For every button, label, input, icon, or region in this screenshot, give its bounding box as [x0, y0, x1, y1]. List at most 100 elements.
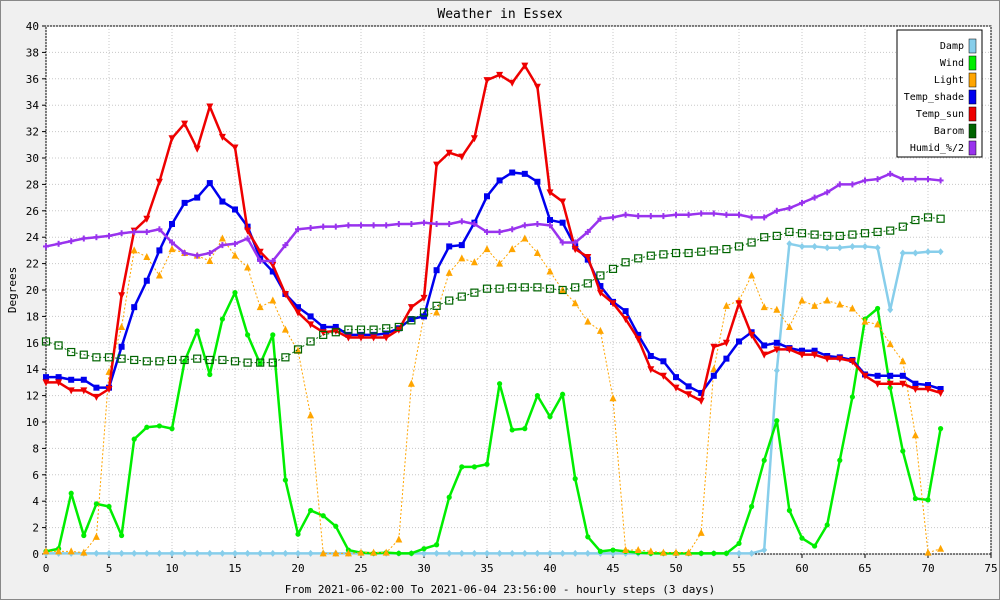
- data-point: [899, 357, 907, 365]
- data-point: [168, 135, 176, 143]
- data-point: [647, 353, 654, 359]
- data-point: [761, 457, 767, 463]
- data-point: [458, 153, 466, 161]
- data-point: [295, 531, 301, 537]
- data-point: [382, 324, 391, 333]
- x-tick-label: 50: [669, 562, 682, 575]
- data-point: [748, 549, 755, 557]
- data-point: [320, 223, 327, 230]
- data-point: [886, 380, 894, 388]
- data-point: [547, 222, 553, 229]
- data-point: [244, 549, 251, 557]
- data-point: [370, 548, 378, 556]
- data-point: [433, 308, 441, 316]
- data-point: [470, 288, 479, 297]
- data-point: [799, 347, 805, 354]
- data-point: [156, 423, 162, 429]
- data-point: [180, 355, 189, 365]
- data-point: [735, 300, 743, 308]
- data-point: [534, 178, 541, 185]
- data-point: [433, 267, 440, 274]
- data-point: [257, 257, 264, 264]
- data-point: [496, 549, 503, 557]
- data-point: [685, 391, 693, 399]
- data-point: [307, 321, 315, 329]
- data-point: [521, 549, 528, 557]
- data-point: [572, 549, 579, 557]
- data-point: [811, 242, 818, 250]
- data-point: [131, 549, 138, 557]
- data-point: [244, 235, 251, 242]
- data-point: [635, 213, 642, 220]
- data-point: [93, 234, 100, 241]
- data-point: [344, 334, 352, 342]
- y-tick-label: 18: [26, 310, 39, 323]
- data-point: [484, 228, 490, 235]
- data-point: [621, 258, 630, 267]
- data-point: [383, 330, 390, 337]
- data-point: [205, 355, 214, 365]
- data-point: [496, 228, 503, 235]
- data-point: [748, 214, 755, 221]
- data-point: [848, 230, 857, 239]
- y-tick-label: 36: [26, 73, 39, 86]
- data-point: [862, 177, 868, 184]
- data-point: [534, 393, 541, 399]
- data-point: [520, 283, 529, 292]
- data-point: [256, 303, 264, 311]
- data-point: [659, 250, 668, 259]
- data-point: [622, 308, 629, 315]
- data-point: [761, 342, 768, 349]
- data-point: [269, 257, 276, 264]
- data-point: [659, 372, 667, 380]
- data-point: [421, 546, 427, 552]
- x-tick-label: 75: [984, 562, 997, 575]
- data-point: [899, 372, 906, 379]
- data-point: [798, 296, 806, 304]
- data-point: [181, 250, 188, 257]
- data-point: [131, 304, 138, 311]
- data-point: [206, 256, 214, 264]
- data-point: [445, 268, 453, 276]
- data-point: [609, 300, 617, 308]
- data-point: [232, 549, 238, 557]
- data-point: [672, 384, 680, 392]
- data-point: [396, 550, 402, 556]
- legend-entry-label: Temp_sun: [916, 109, 964, 120]
- x-tick-label: 0: [43, 562, 50, 575]
- x-tick-label: 45: [606, 562, 619, 575]
- data-point: [509, 169, 516, 176]
- data-point: [218, 355, 227, 365]
- series-line: [45, 291, 942, 555]
- data-point: [232, 290, 238, 296]
- data-point: [836, 181, 843, 188]
- data-point: [194, 252, 201, 259]
- series-line: [45, 216, 941, 364]
- y-tick-label: 10: [26, 416, 39, 429]
- data-point: [912, 380, 919, 387]
- data-point: [230, 357, 240, 366]
- data-point: [546, 267, 554, 275]
- data-point: [509, 427, 515, 433]
- data-point: [912, 249, 919, 257]
- data-point: [497, 381, 503, 387]
- data-point: [659, 548, 667, 556]
- y-tick-label: 26: [26, 205, 39, 218]
- x-tick-label: 55: [732, 562, 745, 575]
- data-point: [786, 240, 793, 248]
- data-point: [697, 397, 705, 405]
- data-point: [68, 490, 74, 496]
- data-point: [798, 351, 806, 359]
- data-point: [736, 549, 742, 557]
- x-tick-label: 60: [795, 562, 808, 575]
- data-point: [281, 290, 289, 298]
- data-point: [484, 549, 490, 557]
- data-point: [508, 79, 516, 87]
- data-point: [446, 549, 453, 557]
- x-tick-label: 15: [228, 562, 241, 575]
- data-point: [709, 246, 718, 255]
- y-tick-label: 40: [26, 20, 39, 33]
- data-point: [382, 548, 390, 556]
- legend-swatch: [968, 72, 977, 88]
- data-point: [294, 346, 302, 354]
